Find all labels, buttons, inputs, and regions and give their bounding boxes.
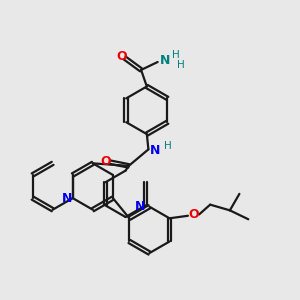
Text: O: O [117,50,128,63]
Text: H: H [177,59,184,70]
Text: H: H [172,50,179,60]
Text: O: O [100,155,110,168]
Text: N: N [150,143,161,157]
Text: H: H [164,141,171,151]
Text: N: N [159,54,170,67]
Text: N: N [135,200,145,213]
Text: N: N [62,192,72,205]
Text: O: O [188,208,199,221]
